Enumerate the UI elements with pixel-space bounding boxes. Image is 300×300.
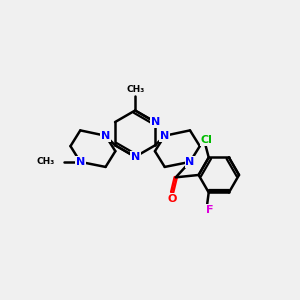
- Text: N: N: [131, 152, 140, 162]
- Text: CH₃: CH₃: [126, 85, 144, 94]
- Text: CH₃: CH₃: [37, 158, 55, 166]
- Text: F: F: [206, 205, 214, 215]
- Text: Cl: Cl: [201, 135, 213, 145]
- Text: N: N: [101, 131, 110, 141]
- Text: N: N: [160, 131, 170, 141]
- Text: O: O: [167, 194, 177, 204]
- Text: N: N: [151, 117, 160, 127]
- Text: N: N: [76, 157, 85, 167]
- Text: N: N: [185, 157, 195, 167]
